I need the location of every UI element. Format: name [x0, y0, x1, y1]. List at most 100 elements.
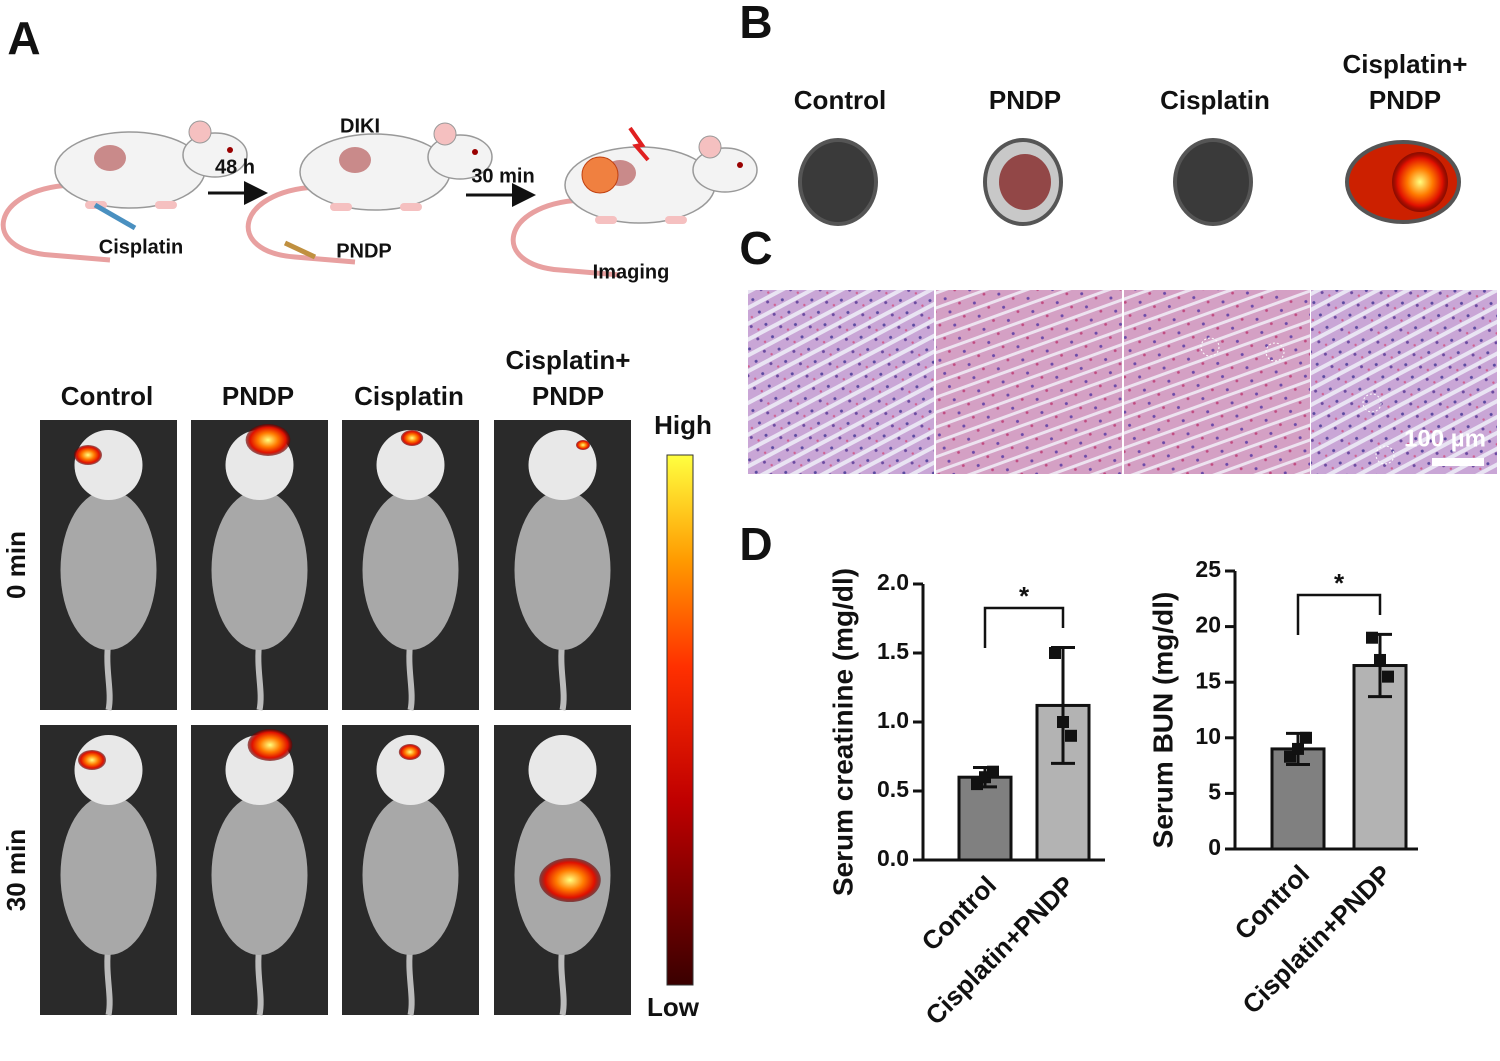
mouse-head	[182, 132, 248, 178]
histology-image	[748, 290, 934, 474]
mouse-tail	[255, 639, 264, 711]
mouse-tail	[0, 182, 111, 263]
column-label: Cisplatin+	[506, 345, 631, 375]
y-tick-label: 0.0	[877, 845, 909, 871]
mouse-tail	[245, 184, 356, 265]
mouse-tail	[406, 944, 415, 1016]
lesion-marker	[1265, 342, 1285, 362]
signal	[400, 430, 424, 446]
row-label: 0 min	[1, 531, 31, 599]
mouse-tail	[104, 639, 113, 711]
mouse-head	[376, 735, 445, 805]
syringe	[283, 240, 317, 260]
data-point	[1049, 647, 1061, 659]
mouse-body	[299, 133, 451, 211]
kidney-image	[798, 138, 878, 226]
y-tick-label: 1.5	[877, 638, 909, 664]
column-label: PNDP	[1369, 85, 1441, 115]
y-tick-label: 2.0	[877, 569, 909, 595]
significance-bracket	[983, 606, 1065, 648]
colorbar-label: Low	[647, 992, 700, 1022]
mouse-head	[74, 735, 143, 805]
data-point	[1057, 716, 1069, 728]
signal	[247, 729, 293, 761]
y-tick-label: 5	[1208, 778, 1221, 804]
histology-image	[936, 290, 1122, 474]
lesion-marker	[1375, 445, 1395, 465]
step-label: 30 min	[471, 165, 534, 187]
signal	[1392, 152, 1448, 212]
mouse-head	[427, 134, 493, 180]
light-bolt	[628, 126, 650, 162]
x-tick-label: Cisplatin+PNDP	[919, 870, 1080, 1031]
mouse-kidney	[94, 145, 126, 171]
panel-letter: A	[7, 12, 40, 64]
mouse-body	[211, 795, 308, 955]
mouse-head	[74, 430, 143, 500]
bar	[957, 775, 1013, 862]
mouse-foot	[665, 216, 687, 224]
scale-bar	[1432, 458, 1484, 466]
column-label: PNDP	[532, 381, 604, 411]
scale-label: 100 µm	[1404, 425, 1486, 452]
mouse-body	[54, 131, 206, 209]
significance-label: *	[1334, 568, 1345, 598]
mouse-body	[514, 490, 611, 650]
column-label: Cisplatin	[354, 381, 464, 411]
x-tick-label: Cisplatin+PNDP	[1236, 859, 1397, 1020]
mouse-tail	[558, 639, 567, 711]
mouse-body	[362, 490, 459, 650]
mouse-body	[60, 795, 157, 955]
mouse-head	[692, 147, 758, 193]
mouse-tail	[510, 197, 621, 278]
lesion-marker	[1362, 393, 1382, 413]
y-tick-label: 0.5	[877, 776, 909, 802]
mouse-body	[362, 795, 459, 955]
colorbar-label: High	[654, 410, 712, 440]
mouse-eye	[227, 147, 233, 153]
column-label: PNDP	[989, 85, 1061, 115]
panel-letter: D	[739, 518, 772, 570]
column-label: PNDP	[222, 381, 294, 411]
signal	[539, 858, 601, 902]
significance-label: *	[1019, 581, 1030, 611]
signal	[999, 154, 1051, 210]
y-axis-label: Serum BUN (mg/dl)	[1147, 592, 1178, 849]
column-label: Control	[794, 85, 886, 115]
y-tick-label: 20	[1195, 612, 1221, 638]
mouse-tail	[558, 944, 567, 1016]
signal	[398, 744, 422, 760]
signal	[78, 750, 106, 770]
schematic-label: Cisplatin	[99, 236, 183, 258]
signal	[576, 440, 590, 450]
data-point	[1374, 653, 1386, 666]
mouse-body	[60, 490, 157, 650]
burst	[581, 156, 619, 194]
data-point	[1366, 631, 1378, 644]
panel-letter: C	[739, 222, 772, 274]
syringe	[93, 202, 137, 231]
y-tick-label: 10	[1195, 723, 1221, 749]
column-label: Cisplatin+	[1343, 49, 1468, 79]
mouse-ear	[188, 120, 212, 144]
y-tick-label: 15	[1195, 667, 1221, 693]
significance-bracket	[1296, 593, 1382, 635]
row-label: 30 min	[1, 829, 31, 911]
mouse-eye	[737, 162, 743, 168]
signal	[74, 445, 102, 465]
data-point	[1292, 742, 1304, 755]
schematic-label: DIKI	[340, 115, 380, 137]
mouse-ear	[698, 135, 722, 159]
column-label: Cisplatin	[1160, 85, 1270, 115]
panel-letter: B	[739, 0, 772, 48]
y-tick-label: 25	[1195, 556, 1221, 582]
mouse-kidney	[339, 147, 371, 173]
mouse-foot	[155, 201, 177, 209]
histology-image	[1124, 290, 1310, 474]
column-label: Control	[61, 381, 153, 411]
mouse-tail	[406, 639, 415, 711]
mouse-eye	[472, 149, 478, 155]
mouse-ear	[433, 122, 457, 146]
lesion-marker	[1200, 337, 1220, 357]
